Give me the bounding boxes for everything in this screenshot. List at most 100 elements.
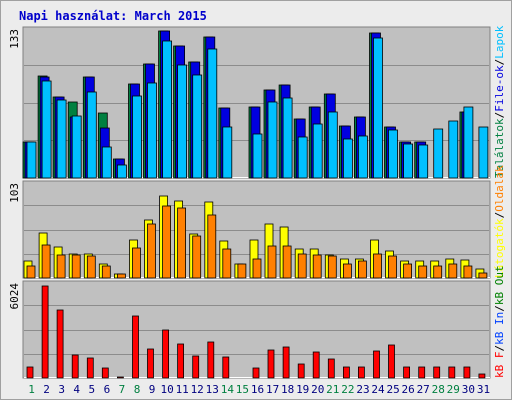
bar-kB F-day-5	[86, 357, 94, 379]
legend-bottom: kB F/kB In/kB Out	[493, 265, 506, 378]
x-tick-label-day-31: 31	[477, 383, 490, 396]
x-tick-label-day-11: 11	[176, 383, 189, 396]
x-tick-label-day-18: 18	[281, 383, 294, 396]
bar-Oldalak-day-9	[147, 223, 156, 279]
y-max-label-top: 133	[8, 29, 21, 49]
chart-title: Napi használat: March 2015	[19, 9, 207, 23]
y-max-label-bottom: 6024	[8, 283, 21, 310]
x-tick-label-day-28: 28	[432, 383, 445, 396]
bar-Oldalak-day-6	[101, 265, 111, 279]
bar-Lapok-day-4	[71, 115, 82, 179]
bar-Lapok-day-19	[297, 136, 308, 179]
bar-Lapok-day-10	[162, 40, 173, 179]
bar-kB F-day-18	[282, 346, 290, 379]
x-tick-label-day-5: 5	[88, 383, 95, 396]
legend-part-middle-1: /	[493, 212, 506, 219]
bar-Oldalak-day-21	[327, 255, 337, 279]
bar-kB F-day-19	[297, 363, 305, 379]
bar-Oldalak-day-10	[162, 205, 172, 279]
legend-middle: Látogatók/Oldalak	[493, 165, 506, 278]
x-tick-label-day-6: 6	[104, 383, 111, 396]
bar-Oldalak-day-19	[297, 253, 307, 279]
bar-kB F-day-8	[132, 315, 139, 379]
legend-part-top-2: File-ok	[493, 65, 506, 112]
x-tick-label-day-16: 16	[251, 383, 264, 396]
bar-Oldalak-day-20	[312, 254, 322, 279]
bar-Lapok-day-28	[433, 128, 444, 179]
x-tick-label-day-21: 21	[326, 383, 339, 396]
bar-kB F-day-3	[56, 309, 64, 379]
x-tick-label-day-10: 10	[160, 383, 173, 396]
x-tick-label-day-17: 17	[266, 383, 279, 396]
bar-kB F-day-24	[373, 350, 380, 379]
bar-Lapok-day-30	[463, 106, 474, 179]
bar-Lapok-day-7	[117, 164, 127, 179]
x-tick-label-day-22: 22	[341, 383, 354, 396]
x-tick-label-day-25: 25	[386, 383, 399, 396]
x-tick-label-day-23: 23	[356, 383, 369, 396]
bar-Lapok-day-23	[357, 135, 368, 179]
bar-Lapok-day-2	[41, 80, 52, 179]
bar-kB F-day-21	[327, 358, 335, 379]
bar-Oldalak-day-18	[282, 245, 292, 279]
x-tick-label-day-1: 1	[28, 383, 35, 396]
x-tick-label-day-29: 29	[447, 383, 460, 396]
bar-kB F-day-31	[478, 373, 486, 379]
bar-kB F-day-22	[342, 366, 350, 379]
y-axis-max-labels: 133 103 6024	[8, 29, 21, 310]
legend-part-middle-2: Oldalak	[493, 165, 506, 212]
x-tick-label-day-9: 9	[149, 383, 156, 396]
bar-kB F-day-4	[71, 354, 79, 379]
bar-kB F-day-27	[418, 366, 426, 379]
bar-kB F-day-26	[403, 366, 411, 379]
bar-Oldalak-day-26	[403, 263, 413, 279]
bar-Oldalak-day-28	[433, 265, 443, 279]
x-tick-label-day-14: 14	[221, 383, 235, 396]
legend-part-bottom-3: /	[493, 305, 506, 312]
x-tick-label-day-3: 3	[58, 383, 65, 396]
bar-Oldalak-day-12	[192, 235, 202, 279]
x-tick-label-day-2: 2	[43, 383, 50, 396]
bar-Oldalak-day-3	[56, 254, 66, 279]
legend-part-top-3: /	[493, 59, 506, 66]
bar-kB F-day-1	[26, 366, 34, 379]
bar-kB F-day-29	[448, 366, 456, 379]
bar-Oldalak-day-25	[388, 255, 397, 279]
bar-kB F-day-23	[357, 366, 365, 379]
bar-kB F-day-12	[192, 355, 200, 379]
bar-Oldalak-day-15	[237, 263, 247, 279]
bar-kB F-day-6	[101, 367, 109, 379]
bar-Lapok-day-26	[403, 143, 414, 179]
bar-kB F-day-30	[463, 366, 471, 379]
legend-part-top-0: Találatok	[493, 118, 506, 178]
x-tick-label-day-19: 19	[296, 383, 309, 396]
legend-part-bottom-0: kB F	[493, 352, 506, 379]
x-tick-label-day-15: 15	[236, 383, 249, 396]
legend-part-bottom-2: kB In	[493, 312, 506, 345]
x-tick-label-day-20: 20	[311, 383, 324, 396]
bar-kB F-day-7	[117, 376, 124, 379]
bar-Lapok-day-21	[327, 111, 338, 179]
bar-Lapok-day-6	[101, 146, 112, 179]
bar-Lapok-day-24	[373, 37, 383, 179]
bar-kB F-day-25	[388, 344, 395, 379]
bar-kB F-day-13	[207, 341, 215, 379]
legend-part-bottom-4: kB Out	[493, 265, 506, 305]
x-tick-label-day-24: 24	[371, 383, 385, 396]
bar-Lapok-day-13	[207, 48, 218, 179]
y-max-label-middle: 103	[8, 183, 21, 203]
legend-part-middle-0: Látogatók	[493, 218, 506, 278]
bar-kB F-day-2	[41, 285, 49, 379]
bar-Lapok-day-12	[192, 74, 203, 179]
x-tick-label-day-27: 27	[417, 383, 430, 396]
bar-Oldalak-day-7	[117, 273, 126, 279]
bar-Lapok-day-25	[388, 129, 398, 179]
bar-kB F-day-10	[162, 329, 170, 379]
bar-Oldalak-day-8	[132, 247, 141, 279]
x-tick-label-day-12: 12	[191, 383, 204, 396]
legend-part-top-4: Lapok	[493, 25, 506, 58]
x-tick-label-day-26: 26	[401, 383, 414, 396]
legend-top: Találatok/File-ok/Lapok	[493, 25, 506, 178]
x-axis-day-labels: 1 2 3 4 5 6 7 8 9 10 11 12 13 14 15 16 17 18 19 20 21 22 23 24 2…	[28, 383, 490, 396]
bar-Lapok-day-1	[26, 141, 37, 179]
